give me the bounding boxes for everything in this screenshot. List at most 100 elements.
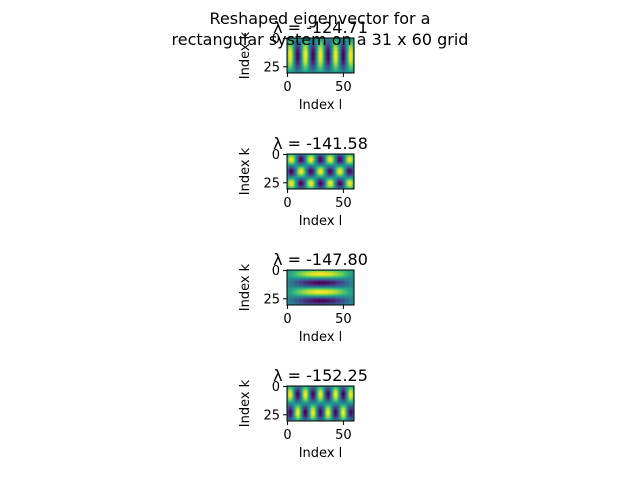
heatmap-cell <box>307 290 309 292</box>
heatmap-cell <box>304 283 307 285</box>
heatmap-cell <box>311 178 313 181</box>
heatmap-cell <box>346 290 348 292</box>
heatmap-cell <box>289 51 291 53</box>
heatmap-cell <box>288 281 290 283</box>
heatmap-cell <box>312 156 315 158</box>
heatmap-cell <box>299 275 301 278</box>
heatmap-2 <box>287 154 355 190</box>
heatmap-cell <box>295 53 298 56</box>
heatmap-cell <box>333 277 336 280</box>
heatmap-cell <box>316 170 318 173</box>
heatmap-cell <box>348 172 350 174</box>
heatmap-cell <box>304 39 307 41</box>
heatmap-cell <box>288 174 290 176</box>
heatmap-cell <box>291 61 293 64</box>
heatmap-cell <box>299 286 301 289</box>
heatmap-cell <box>346 157 348 159</box>
heatmap-cell <box>340 44 342 47</box>
heatmap-cell <box>320 48 322 50</box>
heatmap-cell <box>302 48 304 50</box>
heatmap-cell <box>301 49 303 51</box>
heatmap-cell <box>351 44 354 47</box>
heatmap-cell <box>346 57 348 59</box>
heatmap-cell <box>336 70 338 73</box>
heatmap-cell <box>337 156 339 158</box>
heatmap-cell <box>345 270 347 272</box>
heatmap-cell <box>330 54 332 57</box>
heatmap-cell <box>312 276 315 279</box>
heatmap-cell <box>318 59 320 61</box>
heatmap-cell <box>319 271 321 273</box>
heatmap-cell <box>287 43 289 46</box>
heatmap-cell <box>300 275 302 278</box>
heatmap-cell <box>320 271 322 273</box>
heatmap-cell <box>304 175 307 177</box>
heatmap-cell <box>339 59 341 61</box>
heatmap-cell <box>318 48 320 50</box>
heatmap-cell <box>295 39 298 41</box>
heatmap-cell <box>347 58 349 60</box>
heatmap-cell <box>289 38 291 40</box>
heatmap-cell <box>311 62 313 65</box>
heatmap-cell <box>347 62 349 65</box>
heatmap-cell <box>342 290 345 292</box>
heatmap-cell <box>313 57 316 59</box>
heatmap-cell <box>303 290 306 292</box>
heatmap-cell <box>312 165 315 167</box>
heatmap-cell <box>318 160 320 163</box>
heatmap-cell <box>316 58 318 60</box>
heatmap-cell <box>288 284 290 287</box>
heatmap-cell <box>343 184 346 186</box>
heatmap-cell <box>343 170 346 173</box>
heatmap-cell <box>322 282 325 284</box>
heatmap-cell <box>348 288 350 290</box>
heatmap-cell <box>322 160 325 163</box>
heatmap-cell <box>324 163 327 165</box>
heatmap-cell <box>327 54 329 57</box>
heatmap-cell <box>338 61 340 64</box>
heatmap-cell <box>308 164 310 166</box>
heatmap-cell <box>300 277 302 280</box>
heatmap-cell <box>303 175 306 177</box>
heatmap-cell <box>345 165 347 167</box>
heatmap-cell <box>291 292 293 294</box>
heatmap-cell <box>346 167 348 169</box>
heatmap-cell <box>311 274 313 276</box>
heatmap-cell <box>348 51 350 53</box>
heatmap-cell <box>298 163 300 165</box>
heatmap-cell <box>332 161 335 164</box>
heatmap-cell <box>289 173 291 175</box>
heatmap-cell <box>297 70 299 73</box>
heatmap-cell <box>336 270 338 272</box>
heatmap-cell <box>322 164 325 166</box>
heatmap-cell <box>295 280 298 282</box>
heatmap-cell <box>349 62 351 65</box>
heatmap-cell <box>291 289 293 291</box>
heatmap-cell <box>299 271 301 273</box>
heatmap-cell <box>349 286 351 289</box>
heatmap-cell <box>321 167 323 169</box>
heatmap-cell <box>299 280 301 282</box>
heatmap-cell <box>326 181 328 183</box>
heatmap-cell <box>324 185 327 187</box>
heatmap-cell <box>321 184 323 186</box>
heatmap-cell <box>351 49 354 51</box>
heatmap-cell <box>346 288 348 290</box>
heatmap-cell <box>338 181 340 183</box>
heatmap-cell <box>305 40 308 42</box>
heatmap-cell <box>329 289 331 291</box>
heatmap-cell <box>345 282 347 284</box>
heatmap-cell <box>324 65 327 67</box>
heatmap-cell <box>329 53 331 56</box>
heatmap-cell <box>351 175 354 177</box>
heatmap-cell <box>301 185 303 187</box>
heatmap-cell <box>293 57 296 59</box>
heatmap-cell <box>301 279 303 281</box>
heatmap-cell <box>317 276 319 279</box>
heatmap-cell <box>347 270 349 272</box>
heatmap-cell <box>291 43 293 46</box>
heatmap-cell <box>289 164 291 166</box>
heatmap-cell <box>322 40 325 42</box>
heatmap-cell <box>329 51 331 53</box>
heatmap-cell <box>324 288 327 290</box>
